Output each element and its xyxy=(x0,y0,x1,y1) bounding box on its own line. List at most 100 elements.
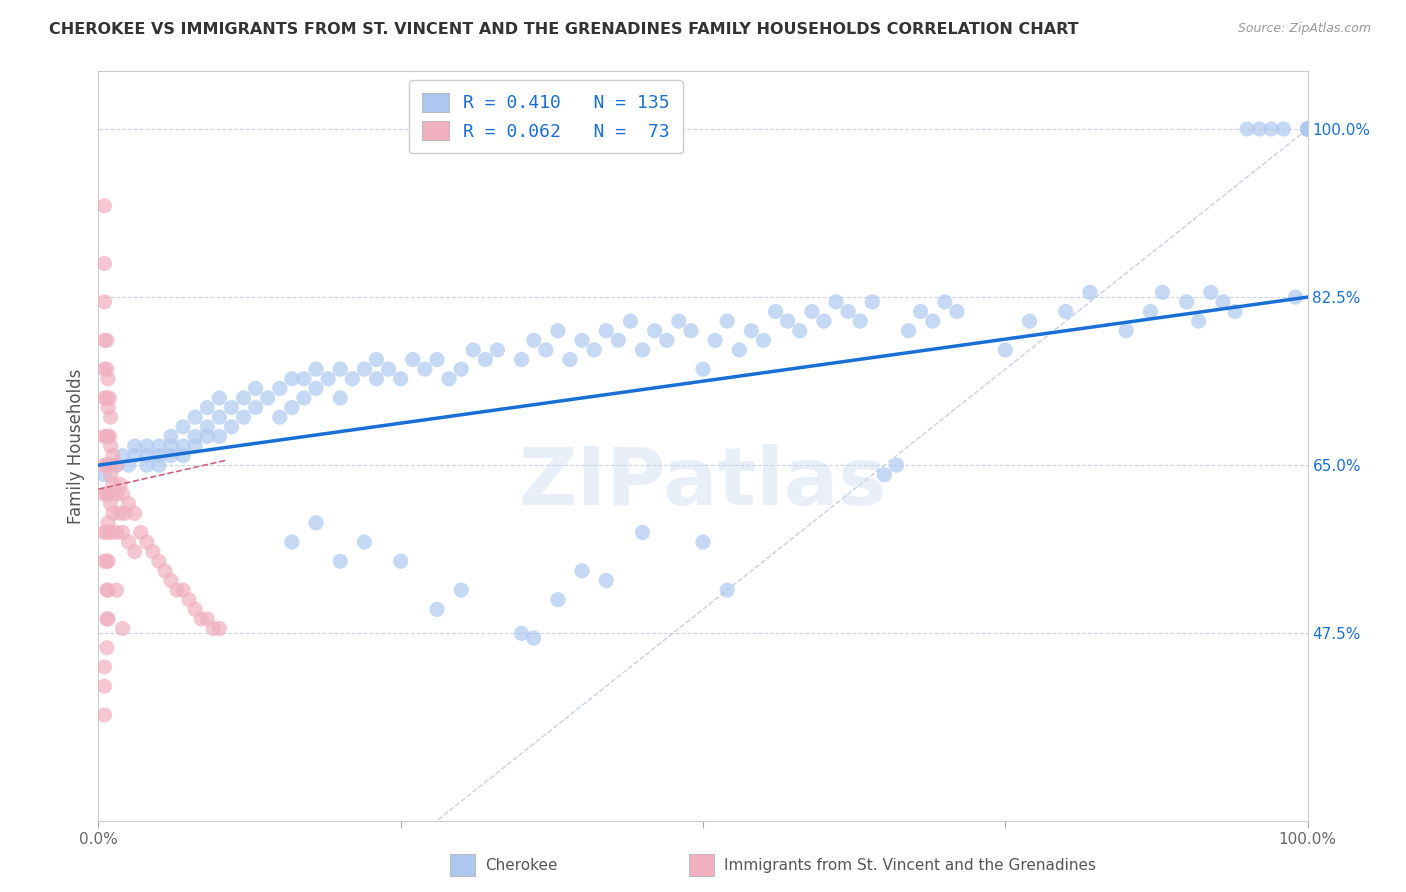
Text: CHEROKEE VS IMMIGRANTS FROM ST. VINCENT AND THE GRENADINES FAMILY HOUSEHOLDS COR: CHEROKEE VS IMMIGRANTS FROM ST. VINCENT … xyxy=(49,22,1078,37)
Point xyxy=(1223,304,1246,318)
Point xyxy=(93,362,115,376)
Point xyxy=(740,324,762,338)
Point xyxy=(1272,122,1295,136)
Point xyxy=(111,525,134,540)
Point xyxy=(105,583,128,598)
Point xyxy=(1296,122,1319,136)
Point xyxy=(172,583,194,598)
Point xyxy=(118,458,141,473)
Text: ZIPatlas: ZIPatlas xyxy=(519,444,887,523)
Point xyxy=(789,324,811,338)
Legend: R = 0.410   N = 135, R = 0.062   N =  73: R = 0.410 N = 135, R = 0.062 N = 73 xyxy=(409,80,682,153)
Point xyxy=(93,525,115,540)
Point xyxy=(1115,324,1137,338)
Point xyxy=(523,631,546,645)
Point xyxy=(1296,122,1319,136)
Point xyxy=(96,362,118,376)
Point xyxy=(96,640,118,655)
Point xyxy=(256,391,278,405)
Point xyxy=(184,602,207,616)
Point xyxy=(486,343,509,357)
Point xyxy=(98,458,121,473)
Point xyxy=(619,314,641,328)
Y-axis label: Family Households: Family Households xyxy=(66,368,84,524)
Point xyxy=(148,449,170,463)
Point xyxy=(105,458,128,473)
Point xyxy=(105,458,128,473)
Point xyxy=(221,401,243,415)
Point xyxy=(692,362,714,376)
Point xyxy=(1296,122,1319,136)
Point xyxy=(93,554,115,568)
Point xyxy=(195,429,218,443)
Point xyxy=(413,362,436,376)
Point xyxy=(93,199,115,213)
Point xyxy=(97,372,120,386)
Point xyxy=(100,497,122,511)
Point xyxy=(1018,314,1040,328)
Point xyxy=(281,401,304,415)
Point xyxy=(184,429,207,443)
Point xyxy=(100,458,122,473)
Point xyxy=(571,334,593,348)
Point xyxy=(96,612,118,626)
Text: Source: ZipAtlas.com: Source: ZipAtlas.com xyxy=(1237,22,1371,36)
Point xyxy=(366,372,388,386)
Point xyxy=(305,381,328,395)
Point xyxy=(111,449,134,463)
Point xyxy=(97,612,120,626)
Point xyxy=(910,304,932,318)
Point xyxy=(142,544,165,558)
Point xyxy=(426,602,449,616)
Point xyxy=(96,334,118,348)
Point xyxy=(644,324,666,338)
Point xyxy=(93,294,115,309)
Point xyxy=(849,314,872,328)
Text: Cherokee: Cherokee xyxy=(485,858,558,872)
Point xyxy=(135,439,157,453)
Point xyxy=(111,487,134,501)
Point xyxy=(1212,294,1234,309)
Point xyxy=(97,487,120,501)
Point xyxy=(97,516,120,530)
Point xyxy=(281,372,304,386)
Point xyxy=(195,419,218,434)
Point xyxy=(98,391,121,405)
Point xyxy=(269,410,291,425)
Point xyxy=(631,525,654,540)
Point xyxy=(402,352,425,367)
Point xyxy=(93,256,115,270)
Point xyxy=(148,458,170,473)
Point xyxy=(208,622,231,636)
Point xyxy=(1249,122,1271,136)
Point xyxy=(232,410,254,425)
Point xyxy=(474,352,496,367)
Point xyxy=(547,592,569,607)
Point xyxy=(105,487,128,501)
Point xyxy=(269,381,291,395)
Point xyxy=(124,544,146,558)
Point xyxy=(184,410,207,425)
Point xyxy=(1152,285,1174,300)
Point xyxy=(450,583,472,598)
Point xyxy=(946,304,969,318)
Point xyxy=(208,391,231,405)
Point xyxy=(897,324,920,338)
Point xyxy=(607,334,630,348)
Point xyxy=(547,324,569,338)
Point xyxy=(329,362,352,376)
Point xyxy=(450,362,472,376)
Point xyxy=(305,362,328,376)
Point xyxy=(208,429,231,443)
Point xyxy=(1139,304,1161,318)
Point xyxy=(98,429,121,443)
Point xyxy=(135,458,157,473)
Point xyxy=(679,324,702,338)
Point xyxy=(837,304,859,318)
Point xyxy=(96,429,118,443)
Point xyxy=(114,506,136,520)
Point xyxy=(124,439,146,453)
Point xyxy=(100,525,122,540)
Point xyxy=(316,372,339,386)
Point xyxy=(195,612,218,626)
